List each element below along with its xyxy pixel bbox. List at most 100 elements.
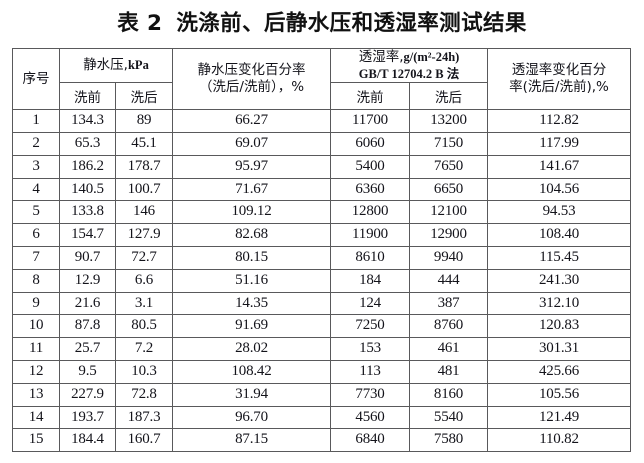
table-row: 15 184.4 160.7 87.15 6840 7580 110.82: [12, 428, 632, 453]
cell-hp-change: 71.67: [172, 177, 332, 202]
cell-mv-change: 104.56: [487, 177, 632, 202]
row-index: 7: [12, 246, 60, 270]
cell-mv-before: 184: [330, 268, 411, 293]
row-index: 8: [12, 268, 60, 293]
table-row: 2 65.3 45.1 69.07 6060 7150 117.99: [12, 132, 632, 156]
cell-mv-before: 6840: [330, 428, 411, 453]
cell-mv-after: 12100: [409, 200, 489, 225]
cell-mv-after: 13200: [409, 109, 489, 134]
table-row: 7 90.7 72.7 80.15 8610 9940 115.45: [12, 246, 632, 270]
row-index: 2: [12, 132, 60, 156]
cell-mv-change: 110.82: [487, 428, 632, 453]
cell-hp-change: 95.97: [172, 154, 332, 179]
cell-hp-after: 160.7: [114, 428, 174, 453]
cell-hp-change: 108.42: [172, 360, 332, 384]
table-row: 13 227.9 72.8 31.94 7730 8160 105.56: [12, 382, 632, 407]
cell-mv-change: 241.30: [487, 268, 632, 293]
cell-mv-change: 105.56: [487, 382, 632, 407]
cell-mv-before: 11900: [330, 223, 411, 248]
header-index: 序号: [12, 47, 60, 111]
cell-hp-after: 7.2: [114, 337, 174, 362]
table-row: 10 87.8 80.5 91.69 7250 8760 120.83: [12, 314, 632, 339]
cell-hp-before: 154.7: [59, 223, 116, 248]
row-index: 5: [12, 200, 60, 225]
table-row: 12 9.5 10.3 108.42 113 481 425.66: [12, 360, 632, 384]
cell-hp-change: 31.94: [172, 382, 332, 407]
cell-hp-change: 109.12: [172, 200, 332, 225]
cell-mv-after: 6650: [409, 177, 489, 202]
cell-hp-change: 66.27: [172, 109, 332, 134]
cell-mv-before: 4560: [330, 405, 411, 430]
cell-hp-after: 89: [114, 109, 174, 134]
header-moisture-change-line1: 透湿率变化百分: [511, 61, 607, 78]
header-moisture-change: 透湿率变化百分 率(洗后/洗前),%: [487, 47, 632, 111]
header-hydrostatic-change-line2: （洗后/洗前），%: [198, 79, 305, 96]
cell-mv-before: 6360: [330, 177, 411, 202]
header-moisture-standard: GB/T 12704.2 B 法: [358, 67, 460, 82]
header-moisture-change-line2: 率(洗后/洗前),%: [509, 79, 609, 96]
cell-mv-after: 461: [409, 337, 489, 362]
cell-mv-after: 5540: [409, 405, 489, 430]
table-row: 6 154.7 127.9 82.68 11900 12900 108.40: [12, 223, 632, 248]
cell-mv-after: 387: [409, 291, 489, 316]
cell-hp-change: 51.16: [172, 268, 332, 293]
table-row: 9 21.6 3.1 14.35 124 387 312.10: [12, 291, 632, 316]
cell-hp-after: 3.1: [114, 291, 174, 316]
caption-number: 表 2: [117, 11, 163, 36]
cell-mv-after: 7150: [409, 132, 489, 156]
table-caption: 表 2 洗涤前、后静水压和透湿率测试结果: [0, 6, 644, 37]
cell-hp-after: 146: [114, 200, 174, 225]
table-head: 序号 静水压,kPa 静水压变化百分率 （洗后/洗前），% 透湿率,g/(m²-…: [12, 47, 632, 111]
header-moisture-group: 透湿率,g/(m²-24h) GB/T 12704.2 B 法: [330, 47, 489, 84]
table-row: 8 12.9 6.6 51.16 184 444 241.30: [12, 268, 632, 293]
cell-mv-before: 153: [330, 337, 411, 362]
header-row-sub: 洗前 洗后 洗前 洗后: [13, 82, 631, 111]
cell-mv-before: 124: [330, 291, 411, 316]
cell-mv-before: 113: [330, 360, 411, 384]
cell-hp-before: 25.7: [59, 337, 116, 362]
cell-hp-change: 80.15: [172, 246, 332, 270]
header-hydrostatic-unit: kPa: [127, 58, 149, 72]
cell-hp-after: 10.3: [114, 360, 174, 384]
cell-hp-before: 227.9: [59, 382, 116, 407]
cell-hp-before: 184.4: [59, 428, 116, 453]
cell-mv-change: 115.45: [487, 246, 632, 270]
cell-mv-before: 5400: [330, 154, 411, 179]
cell-mv-after: 7580: [409, 428, 489, 453]
row-index: 15: [12, 428, 60, 453]
row-index: 12: [12, 360, 60, 384]
header-hydrostatic-before: 洗前: [59, 82, 116, 111]
header-moisture-unit: g/(m²-24h): [403, 50, 460, 64]
cell-hp-change: 82.68: [172, 223, 332, 248]
cell-mv-after: 8760: [409, 314, 489, 339]
cell-hp-after: 100.7: [114, 177, 174, 202]
cell-hp-after: 72.7: [114, 246, 174, 270]
cell-hp-before: 134.3: [59, 109, 116, 134]
header-moisture-line1: 透湿率,g/(m²-24h): [331, 49, 487, 66]
cell-mv-after: 481: [409, 360, 489, 384]
cell-mv-change: 425.66: [487, 360, 632, 384]
cell-hp-before: 12.9: [59, 268, 116, 293]
cell-mv-after: 9940: [409, 246, 489, 270]
cell-mv-after: 8160: [409, 382, 489, 407]
row-index: 10: [12, 314, 60, 339]
cell-mv-before: 7250: [330, 314, 411, 339]
cell-hp-after: 187.3: [114, 405, 174, 430]
cell-hp-change: 14.35: [172, 291, 332, 316]
cell-hp-change: 96.70: [172, 405, 332, 430]
results-table: 序号 静水压,kPa 静水压变化百分率 （洗后/洗前），% 透湿率,g/(m²-…: [12, 47, 632, 453]
cell-hp-after: 6.6: [114, 268, 174, 293]
cell-hp-after: 45.1: [114, 132, 174, 156]
row-index: 13: [12, 382, 60, 407]
table-row: 1 134.3 89 66.27 11700 13200 112.82: [12, 109, 632, 134]
cell-mv-after: 444: [409, 268, 489, 293]
row-index: 14: [12, 405, 60, 430]
header-hydrostatic-group: 静水压,kPa: [58, 47, 174, 84]
cell-mv-change: 301.31: [487, 337, 632, 362]
table-row: 5 133.8 146 109.12 12800 12100 94.53: [12, 200, 632, 225]
caption-text: 洗涤前、后静水压和透湿率测试结果: [176, 11, 527, 36]
cell-hp-before: 65.3: [59, 132, 116, 156]
cell-mv-change: 108.40: [487, 223, 632, 248]
header-hydrostatic-group-label: 静水压,kPa: [60, 57, 172, 74]
header-hydrostatic-cn: 静水压,: [83, 57, 128, 73]
